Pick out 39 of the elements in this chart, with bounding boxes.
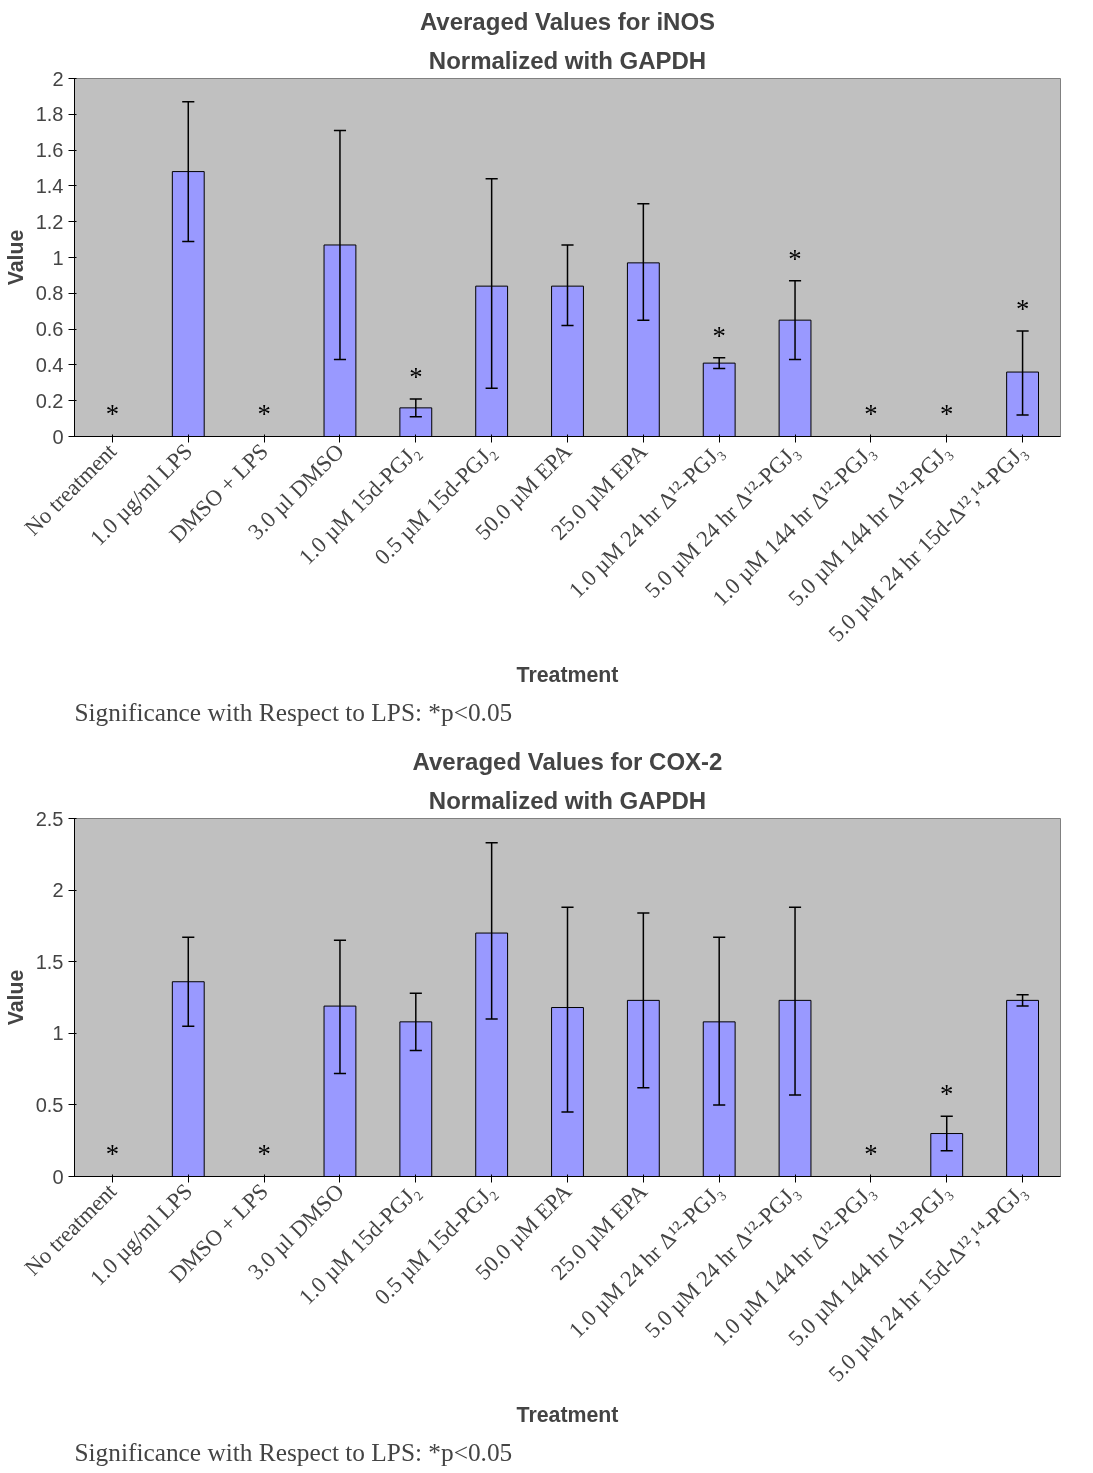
y-tick-label: 0.2 [35,389,64,412]
chart-title: Averaged Values for iNOS [419,7,716,35]
y-tick-label: 0.8 [35,282,64,305]
data-label: * [940,399,954,430]
data-label: * [712,320,726,351]
data-label: * [257,399,271,430]
y-tick-label: 1.5 [35,950,64,973]
y-tick-label: 0 [52,1165,64,1188]
y-tick-label: 0.6 [35,318,64,341]
x-axis-title: Treatment [516,663,619,688]
data-label: * [409,361,423,392]
y-tick-label: 2.5 [35,807,64,830]
y-tick-label: 0.4 [35,353,64,376]
y-axis-title: Value [3,969,28,1026]
x-axis-title: Treatment [516,1403,619,1428]
text: Significance with Respect to LPS: *p<0.05 [74,697,513,726]
data-label: * [257,1139,271,1170]
text: Significance with Respect to LPS: *p<0.05 [74,1437,513,1466]
y-tick-label: 2 [52,67,64,90]
data-label: * [105,1139,120,1170]
chart-subtitle: Normalized with GAPDH [428,786,707,814]
y-tick-label: 1.4 [35,174,64,197]
y-tick-label: 2 [52,879,64,902]
y-tick-label: 1.2 [35,210,64,233]
data-label: * [864,1139,878,1170]
y-tick-label: 1.6 [35,139,64,162]
y-tick-label: 1 [52,246,64,269]
y-tick-label: 0 [52,425,64,448]
y-tick-label: 1 [52,1022,64,1045]
y-axis-title: Value [3,229,28,286]
y-tick-label: 0.5 [35,1093,64,1116]
chart-subtitle: Normalized with GAPDH [428,46,707,74]
chart-title: Averaged Values for COX-2 [412,747,723,775]
data-label: * [788,243,802,274]
data-label: * [105,399,120,430]
data-label: * [864,399,878,430]
y-tick-label: 1.8 [35,103,64,126]
data-label: * [1015,293,1030,324]
data-label: * [940,1079,954,1110]
